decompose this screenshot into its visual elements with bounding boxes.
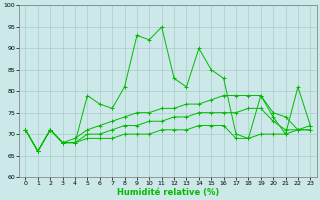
X-axis label: Humidité relative (%): Humidité relative (%): [117, 188, 219, 197]
